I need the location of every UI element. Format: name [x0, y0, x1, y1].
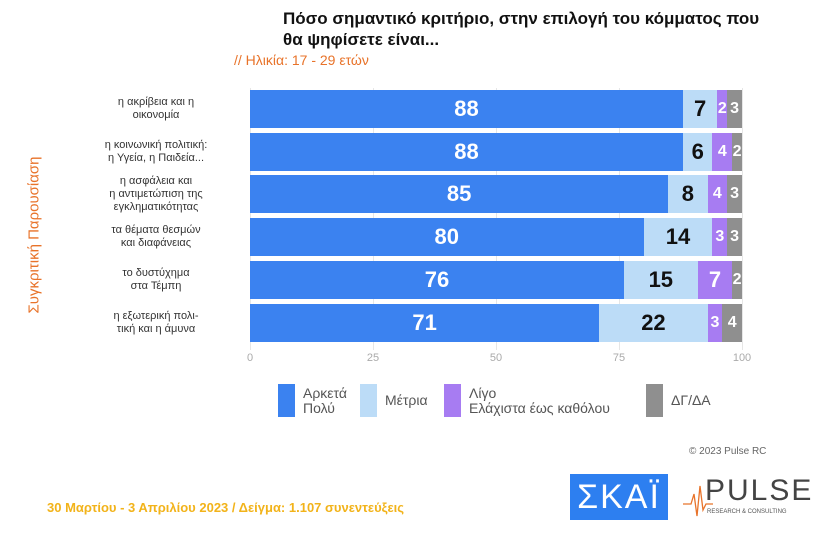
- category-label: η κοινωνική πολιτική: η Υγεία, η Παιδεία.…: [104, 138, 208, 164]
- bar-segment: 3: [727, 90, 742, 128]
- x-tick-label: 100: [732, 352, 752, 364]
- skai-logo-text: ΣΚΑΪ: [577, 477, 661, 516]
- x-tick-label: 0: [246, 352, 254, 364]
- bar-segment: 4: [722, 303, 742, 342]
- pulse-logo: PULSE RESEARCH & CONSULTING: [683, 474, 811, 520]
- pulse-wave-icon: [683, 485, 713, 517]
- x-tick-label: 50: [489, 352, 503, 364]
- category-label: το δυστύχημα στα Τέμπη: [122, 266, 190, 292]
- legend-swatch: [646, 384, 663, 417]
- bar-segment: 4: [707, 175, 728, 214]
- legend-item: ΔΓ/ΔΑ: [646, 384, 711, 417]
- bar-segment: 8: [668, 175, 708, 214]
- x-tick-label: 25: [366, 352, 380, 364]
- copyright: © 2023 Pulse RC: [689, 446, 767, 457]
- legend-label: Λίγο Ελάχιστα έως καθόλου: [469, 384, 610, 416]
- bar-segment: 3: [727, 218, 742, 257]
- legend-item: Αρκετά Πολύ: [278, 384, 347, 417]
- bar-segment: 2: [732, 260, 742, 299]
- category-label: η ακρίβεια και η οικονομία: [117, 96, 195, 121]
- x-tick-label: 75: [612, 352, 626, 364]
- footer-note: 30 Μαρτίου - 3 Απριλίου 2023 / Δείγμα: 1…: [47, 500, 404, 515]
- bar-segment: 15: [623, 260, 698, 299]
- legend-swatch: [360, 384, 377, 417]
- bar-segment: 2: [732, 132, 742, 171]
- bar-segment: 71: [250, 303, 600, 342]
- legend-label: Αρκετά Πολύ: [303, 384, 347, 416]
- pulse-logo-subtext: RESEARCH & CONSULTING: [707, 509, 787, 515]
- bar-segment: 85: [250, 175, 669, 214]
- bar-segment: 7: [697, 260, 733, 299]
- bar-segment: 3: [712, 218, 728, 257]
- bar-segment: 7: [682, 90, 718, 128]
- legend-swatch: [444, 384, 461, 417]
- bar-segment: 80: [250, 218, 644, 257]
- legend-swatch: [278, 384, 295, 417]
- pulse-logo-text: PULSE: [705, 474, 814, 507]
- bar-segment: 2: [717, 90, 728, 128]
- legend-item: Λίγο Ελάχιστα έως καθόλου: [444, 384, 610, 417]
- category-label: η εξωτερική πολι-τική και η άμυνα: [113, 309, 199, 335]
- bar-segment: 3: [727, 175, 742, 214]
- bar-segment: 76: [250, 260, 624, 299]
- chart-title: Πόσο σημαντικό κριτήριο, στην επιλογή το…: [283, 9, 760, 49]
- bar-segment: 3: [707, 303, 723, 342]
- chart-subtitle: // Ηλικία: 17 - 29 ετών: [234, 52, 369, 68]
- legend-label: ΔΓ/ΔΑ: [671, 392, 711, 408]
- bar-segment: 88: [250, 90, 683, 128]
- bar-segment: 4: [712, 132, 733, 171]
- legend-item: Μέτρια: [360, 384, 428, 417]
- gridline: [742, 88, 743, 350]
- bar-segment: 6: [682, 132, 713, 171]
- bar-segment: 14: [643, 218, 713, 257]
- bar-segment: 22: [599, 303, 708, 342]
- legend-label: Μέτρια: [385, 392, 428, 408]
- skai-logo: ΣΚΑΪ: [570, 474, 668, 520]
- bar-segment: 88: [250, 132, 683, 171]
- category-label: τα θέματα θεσμών και διαφάνειας: [111, 224, 201, 250]
- category-label: η ασφάλεια και η αντιμετώπιση της εγκληματ…: [109, 174, 203, 213]
